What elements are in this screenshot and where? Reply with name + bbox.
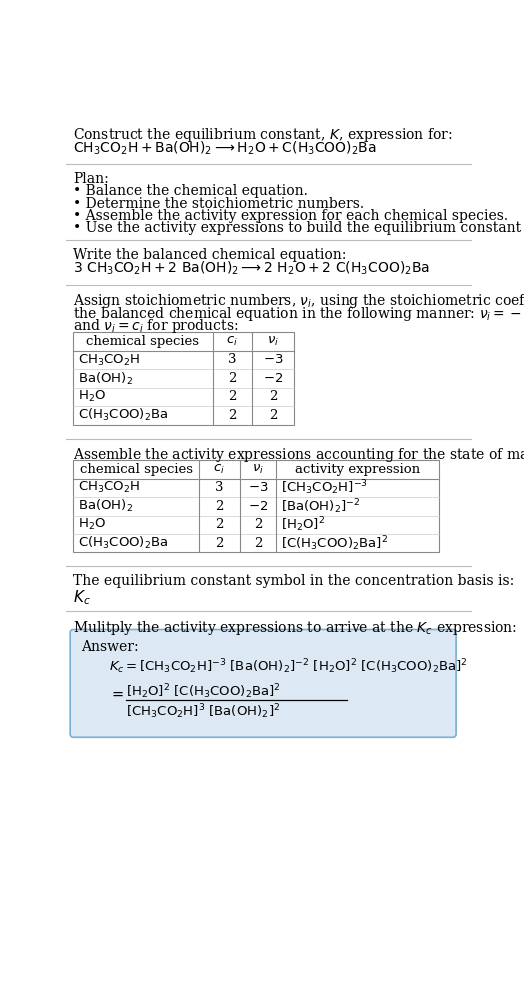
Text: • Assemble the activity expression for each chemical species.: • Assemble the activity expression for e… [73, 209, 508, 223]
Text: 3: 3 [215, 482, 224, 494]
Text: and $\nu_i = c_i$ for products:: and $\nu_i = c_i$ for products: [73, 317, 239, 335]
Text: $\mathrm{Ba(OH)_2}$: $\mathrm{Ba(OH)_2}$ [78, 370, 133, 386]
Text: Construct the equilibrium constant, $K$, expression for:: Construct the equilibrium constant, $K$,… [73, 126, 453, 144]
Text: $[\mathrm{CH_3CO_2H}]^{-3}$: $[\mathrm{CH_3CO_2H}]^{-3}$ [281, 479, 368, 497]
Text: 2: 2 [269, 409, 277, 422]
Text: Answer:: Answer: [81, 640, 139, 654]
Text: $-3$: $-3$ [248, 482, 268, 494]
Text: $[\mathrm{H_2O}]^{2}\ [\mathrm{C(H_3COO)_2Ba}]^{2}$: $[\mathrm{H_2O}]^{2}\ [\mathrm{C(H_3COO)… [126, 683, 281, 701]
Text: activity expression: activity expression [295, 463, 420, 476]
Text: $\mathrm{3\ CH_3CO_2H + 2\ Ba(OH)_2 \longrightarrow 2\ H_2O + 2\ C(H_3COO)_2Ba}$: $\mathrm{3\ CH_3CO_2H + 2\ Ba(OH)_2 \lon… [73, 260, 430, 278]
Text: 2: 2 [215, 537, 224, 550]
Text: Plan:: Plan: [73, 172, 109, 186]
Text: 2: 2 [254, 537, 263, 550]
Text: $[\mathrm{H_2O}]^{2}$: $[\mathrm{H_2O}]^{2}$ [281, 515, 325, 534]
Text: $[\mathrm{Ba(OH)_2}]^{-2}$: $[\mathrm{Ba(OH)_2}]^{-2}$ [281, 496, 361, 515]
Text: $K_c = [\mathrm{CH_3CO_2H}]^{-3}\ [\mathrm{Ba(OH)_2}]^{-2}\ [\mathrm{H_2O}]^{2}\: $K_c = [\mathrm{CH_3CO_2H}]^{-3}\ [\math… [109, 657, 467, 676]
Text: Assemble the activity expressions accounting for the state of matter and $\nu_i$: Assemble the activity expressions accoun… [73, 446, 524, 464]
Text: 2: 2 [215, 499, 224, 513]
FancyBboxPatch shape [73, 332, 294, 425]
Text: chemical species: chemical species [86, 335, 200, 348]
Text: The equilibrium constant symbol in the concentration basis is:: The equilibrium constant symbol in the c… [73, 574, 515, 588]
Text: • Determine the stoichiometric numbers.: • Determine the stoichiometric numbers. [73, 197, 364, 211]
Text: $\mathrm{C(H_3COO)_2Ba}$: $\mathrm{C(H_3COO)_2Ba}$ [78, 408, 168, 424]
Text: • Use the activity expressions to build the equilibrium constant expression.: • Use the activity expressions to build … [73, 222, 524, 235]
Text: 2: 2 [254, 518, 263, 531]
Text: Write the balanced chemical equation:: Write the balanced chemical equation: [73, 247, 346, 262]
Text: $-2$: $-2$ [248, 499, 268, 513]
Text: $-3$: $-3$ [263, 354, 283, 366]
Text: $[\mathrm{CH_3CO_2H}]^{3}\ [\mathrm{Ba(OH)_2}]^{2}$: $[\mathrm{CH_3CO_2H}]^{3}\ [\mathrm{Ba(O… [126, 702, 280, 721]
Text: $\mathrm{CH_3CO_2H}$: $\mathrm{CH_3CO_2H}$ [78, 481, 140, 495]
Text: • Balance the chemical equation.: • Balance the chemical equation. [73, 184, 308, 198]
Text: $-2$: $-2$ [263, 372, 283, 385]
Text: $c_i$: $c_i$ [213, 463, 225, 476]
Text: 2: 2 [228, 409, 236, 422]
Text: chemical species: chemical species [80, 463, 192, 476]
Text: $\nu_i$: $\nu_i$ [252, 463, 264, 476]
Text: $\mathrm{CH_3CO_2H + Ba(OH)_2 \longrightarrow H_2O + C(H_3COO)_2Ba}$: $\mathrm{CH_3CO_2H + Ba(OH)_2 \longright… [73, 140, 377, 158]
Text: 2: 2 [228, 390, 236, 404]
Text: $\mathrm{C(H_3COO)_2Ba}$: $\mathrm{C(H_3COO)_2Ba}$ [78, 535, 168, 552]
FancyBboxPatch shape [70, 629, 456, 738]
Text: $=$: $=$ [109, 687, 124, 700]
Text: 2: 2 [269, 390, 277, 404]
Text: $c_i$: $c_i$ [226, 335, 238, 348]
Text: Assign stoichiometric numbers, $\nu_i$, using the stoichiometric coefficients, $: Assign stoichiometric numbers, $\nu_i$, … [73, 293, 524, 310]
Text: 2: 2 [228, 372, 236, 385]
Text: Mulitply the activity expressions to arrive at the $K_c$ expression:: Mulitply the activity expressions to arr… [73, 619, 517, 636]
FancyBboxPatch shape [73, 460, 439, 553]
Text: $\nu_i$: $\nu_i$ [267, 335, 279, 348]
Text: 2: 2 [215, 518, 224, 531]
Text: the balanced chemical equation in the following manner: $\nu_i = -c_i$ for react: the balanced chemical equation in the fo… [73, 304, 524, 322]
Text: $[\mathrm{C(H_3COO)_2Ba}]^{2}$: $[\mathrm{C(H_3COO)_2Ba}]^{2}$ [281, 534, 388, 553]
Text: $\mathrm{H_2O}$: $\mathrm{H_2O}$ [78, 389, 106, 405]
Text: 3: 3 [228, 354, 236, 366]
Text: $K_c$: $K_c$ [73, 588, 91, 607]
Text: $\mathrm{Ba(OH)_2}$: $\mathrm{Ba(OH)_2}$ [78, 498, 133, 514]
Text: $\mathrm{H_2O}$: $\mathrm{H_2O}$ [78, 517, 106, 532]
Text: $\mathrm{CH_3CO_2H}$: $\mathrm{CH_3CO_2H}$ [78, 353, 140, 367]
